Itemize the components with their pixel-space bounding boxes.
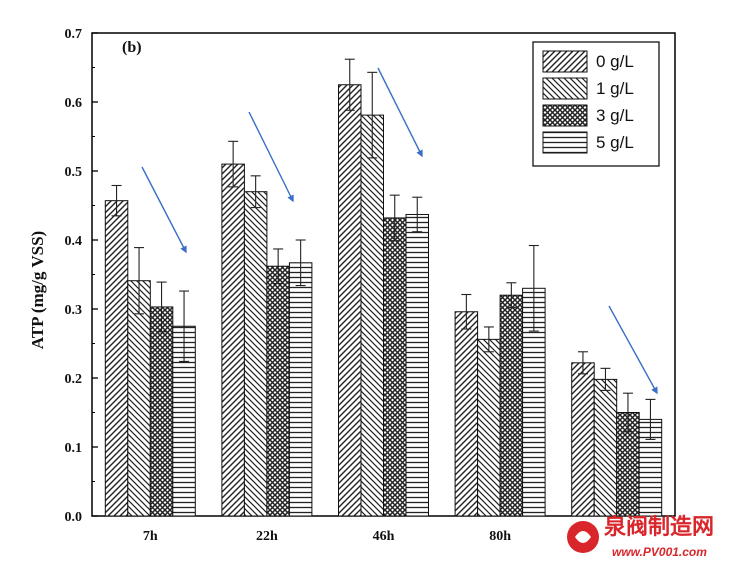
trend-arrow-46h	[377, 67, 423, 158]
bar-1-g-l-last	[593, 378, 618, 517]
y-axis: 0.0 0.1 0.2 0.3 0.4 0.5 0.6 0.7	[65, 27, 98, 525]
x-tick-label: 22h	[256, 529, 278, 544]
y-tick-label: 0.5	[65, 165, 83, 180]
bar-5-g-l-22h	[288, 262, 313, 517]
bar-0-g-l-80h	[454, 311, 479, 517]
legend-label: 0 g/L	[596, 52, 634, 71]
x-axis: 7h 22h 46h 80h	[143, 510, 618, 544]
bar-3-g-l-7h	[149, 306, 174, 517]
bar-1-g-l-7h	[127, 280, 151, 517]
bar-1-g-l-46h	[360, 114, 384, 517]
bar-5-g-l-46h	[405, 213, 429, 517]
legend-label: 5 g/L	[596, 133, 634, 152]
legend-swatch	[542, 104, 588, 127]
bar-0-g-l-last	[571, 362, 595, 517]
legend-label: 3 g/L	[596, 106, 634, 125]
x-tick-label: 7h	[143, 529, 158, 544]
x-tick-label: 46h	[373, 529, 395, 544]
error-bars	[111, 58, 656, 440]
y-tick-label: 0.1	[65, 441, 83, 456]
bar-0-g-l-7h	[104, 200, 129, 517]
legend: 0 g/L 1 g/L 3 g/L 5 g/L	[532, 41, 660, 167]
y-tick-label: 0.0	[65, 510, 83, 525]
x-tick-label: 80h	[489, 529, 511, 544]
watermark-url: www.PV001.com	[612, 545, 707, 559]
y-tick-label: 0.7	[65, 27, 83, 42]
watermark-chinese: 泉阀制造网	[604, 514, 714, 540]
trend-arrow-last	[608, 305, 658, 395]
bar-0-g-l-22h	[221, 163, 245, 517]
trend-arrow-7h	[141, 166, 187, 254]
watermark: 泉阀制造网 www.PV001.com	[567, 514, 714, 559]
bar-1-g-l-22h	[243, 191, 268, 517]
panel-label: (b)	[122, 39, 142, 56]
trend-arrow-22h	[248, 111, 294, 203]
legend-label: 1 g/L	[596, 79, 634, 98]
y-tick-label: 0.3	[65, 303, 83, 318]
legend-swatch	[542, 77, 588, 100]
bar-0-g-l-46h	[338, 84, 362, 517]
y-tick-label: 0.6	[65, 96, 83, 111]
y-tick-label: 0.4	[65, 234, 83, 249]
bar-3-g-l-46h	[383, 217, 407, 517]
y-tick-label: 0.2	[65, 372, 83, 387]
legend-swatch	[542, 50, 588, 73]
bar-series	[104, 84, 663, 517]
trend-arrows	[141, 67, 658, 395]
bar-3-g-l-22h	[266, 265, 290, 517]
legend-swatch	[542, 131, 588, 154]
bar-1-g-l-80h	[477, 338, 501, 517]
y-axis-title: ATP (mg/g VSS)	[28, 231, 47, 349]
bar-3-g-l-80h	[499, 294, 524, 517]
